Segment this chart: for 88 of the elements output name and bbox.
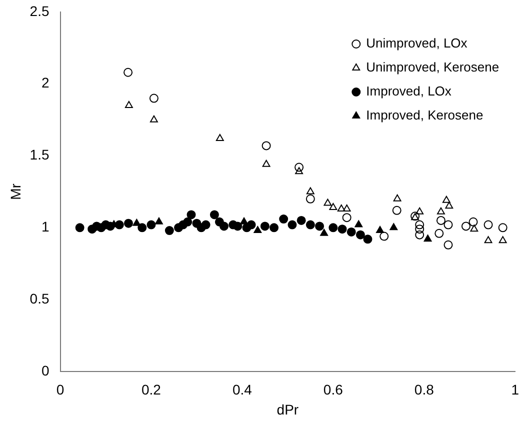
- point: [444, 240, 453, 250]
- point: [354, 220, 363, 228]
- legend-label: Unimproved, LOx: [366, 36, 468, 51]
- point: [484, 236, 492, 244]
- point: [201, 220, 210, 230]
- point: [320, 228, 328, 236]
- point: [124, 68, 133, 77]
- point: [294, 162, 304, 172]
- point: [444, 220, 453, 230]
- point: [315, 222, 324, 231]
- point: [246, 220, 256, 230]
- point: [149, 94, 158, 103]
- point: [132, 218, 141, 226]
- point: [356, 230, 365, 240]
- x-tick-label: 1: [511, 382, 520, 398]
- point: [146, 220, 156, 230]
- point: [124, 218, 133, 228]
- y-tick-label: 0.5: [30, 290, 50, 306]
- point: [216, 134, 224, 142]
- point: [210, 210, 219, 220]
- point: [415, 220, 424, 230]
- point: [296, 216, 306, 225]
- x-tick-label: 0: [56, 382, 64, 398]
- point: [461, 222, 470, 231]
- point: [415, 224, 424, 234]
- y-tick-label: 2: [41, 74, 50, 91]
- point: [437, 207, 445, 214]
- point: [164, 226, 174, 236]
- point: [363, 234, 372, 244]
- x-tick-label: 0.4: [232, 382, 252, 398]
- point: [150, 115, 158, 122]
- point: [445, 202, 454, 209]
- point: [295, 167, 304, 174]
- point: [324, 198, 332, 206]
- point: [342, 204, 351, 212]
- point: [484, 220, 493, 230]
- point: [392, 206, 402, 215]
- y-tick-label: 2.5: [30, 2, 50, 19]
- point: [393, 194, 402, 202]
- point: [262, 160, 270, 167]
- point: [138, 223, 147, 232]
- point: [240, 217, 248, 224]
- y-tick-label: 0: [41, 362, 50, 378]
- point: [306, 220, 315, 230]
- y-tick-label: 1.5: [30, 146, 50, 163]
- point: [380, 232, 389, 241]
- point: [260, 222, 270, 231]
- point: [415, 230, 424, 240]
- point: [337, 204, 346, 212]
- point: [329, 203, 338, 210]
- point: [390, 223, 398, 230]
- point: [254, 226, 262, 234]
- point: [328, 223, 338, 232]
- point: [262, 141, 271, 150]
- point: [306, 187, 314, 194]
- point: [442, 196, 450, 203]
- point: [338, 224, 347, 234]
- point: [346, 227, 356, 236]
- y-tick-label: 1: [41, 218, 50, 234]
- x-tick-label: 0.8: [414, 382, 434, 398]
- point: [75, 223, 84, 232]
- point: [183, 217, 192, 226]
- point: [233, 222, 242, 231]
- point: [220, 222, 229, 231]
- point: [470, 224, 478, 232]
- point: [186, 210, 196, 220]
- point: [498, 223, 508, 232]
- point: [342, 213, 352, 222]
- legend-label: Improved, LOx: [366, 84, 452, 99]
- x-tick-label: 0.2: [141, 382, 162, 398]
- point: [434, 228, 444, 238]
- point: [424, 234, 432, 242]
- point: [468, 217, 478, 226]
- x-axis-title: dPr: [276, 401, 299, 418]
- y-axis-title: Mr: [7, 183, 24, 200]
- point: [270, 223, 279, 232]
- legend-label: Improved, Kerosene: [366, 108, 484, 123]
- point: [279, 214, 288, 224]
- point: [376, 226, 384, 234]
- point: [288, 220, 297, 230]
- x-tick-label: 0.6: [323, 382, 344, 398]
- point: [436, 216, 446, 225]
- point: [306, 194, 315, 204]
- legend-label: Unimproved, Kerosene: [366, 60, 500, 75]
- point: [155, 217, 163, 224]
- point: [498, 236, 507, 244]
- point: [124, 100, 133, 108]
- point: [416, 207, 424, 214]
